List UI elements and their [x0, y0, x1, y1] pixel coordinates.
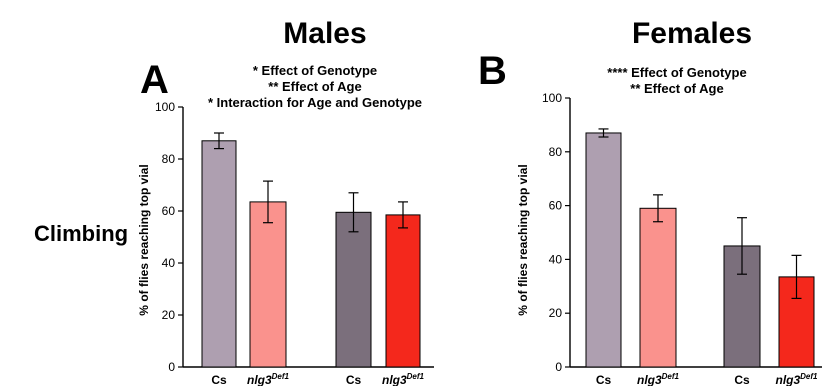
annotation-age-a: ** Effect of Age	[268, 79, 361, 94]
y-tick-label-a: 80	[162, 152, 176, 166]
bar-b-0	[585, 132, 622, 368]
category-label-a-3: nlg3Def1	[382, 372, 425, 386]
category-label-b-2: Cs	[734, 373, 750, 386]
annotation-genotype-a: * Effect of Genotype	[253, 63, 377, 78]
header-females: Females	[632, 17, 752, 50]
y-tick-label-b: 40	[549, 252, 563, 266]
y-tick-label-a: 100	[155, 100, 175, 114]
bar-a-0	[201, 140, 237, 368]
y-tick-label-b: 60	[549, 199, 563, 213]
bar-a-1	[249, 201, 287, 368]
annotation-interaction-a: * Interaction for Age and Genotype	[208, 95, 422, 110]
y-tick-label-a: 20	[162, 308, 176, 322]
bar-a-2	[335, 211, 372, 368]
row-label-climbing: Climbing	[34, 221, 128, 246]
category-label-b-3: nlg3Def1	[775, 372, 818, 386]
y-tick-label-b: 100	[542, 91, 562, 105]
y-tick-label-a: 60	[162, 204, 176, 218]
panel-letter-a: A	[140, 58, 169, 102]
category-label-b-0: Cs	[596, 373, 612, 386]
y-axis-label-b: % of flies reaching top vial	[516, 164, 530, 315]
annotation-age-b: ** Effect of Age	[630, 81, 723, 96]
y-axis-label-a: % of flies reaching top vial	[137, 164, 151, 315]
y-tick-label-b: 0	[555, 360, 562, 374]
header-males: Males	[283, 17, 366, 50]
panel-a: A * Effect of Genotype ** Effect of Age …	[137, 58, 434, 386]
category-label-a-1: nlg3Def1	[247, 372, 290, 386]
category-label-a-0: Cs	[211, 373, 227, 386]
bar-b-1	[639, 207, 677, 368]
y-tick-label-a: 40	[162, 256, 176, 270]
y-tick-label-b: 20	[549, 306, 563, 320]
annotation-genotype-b: **** Effect of Genotype	[607, 65, 746, 80]
category-label-b-1: nlg3Def1	[637, 372, 680, 386]
panel-letter-b: B	[478, 49, 507, 93]
y-tick-label-a: 0	[168, 360, 175, 374]
panel-b: B **** Effect of Genotype ** Effect of A…	[478, 49, 822, 386]
bar-a-3	[385, 214, 421, 368]
category-label-a-2: Cs	[346, 373, 362, 386]
y-tick-label-b: 80	[549, 145, 563, 159]
